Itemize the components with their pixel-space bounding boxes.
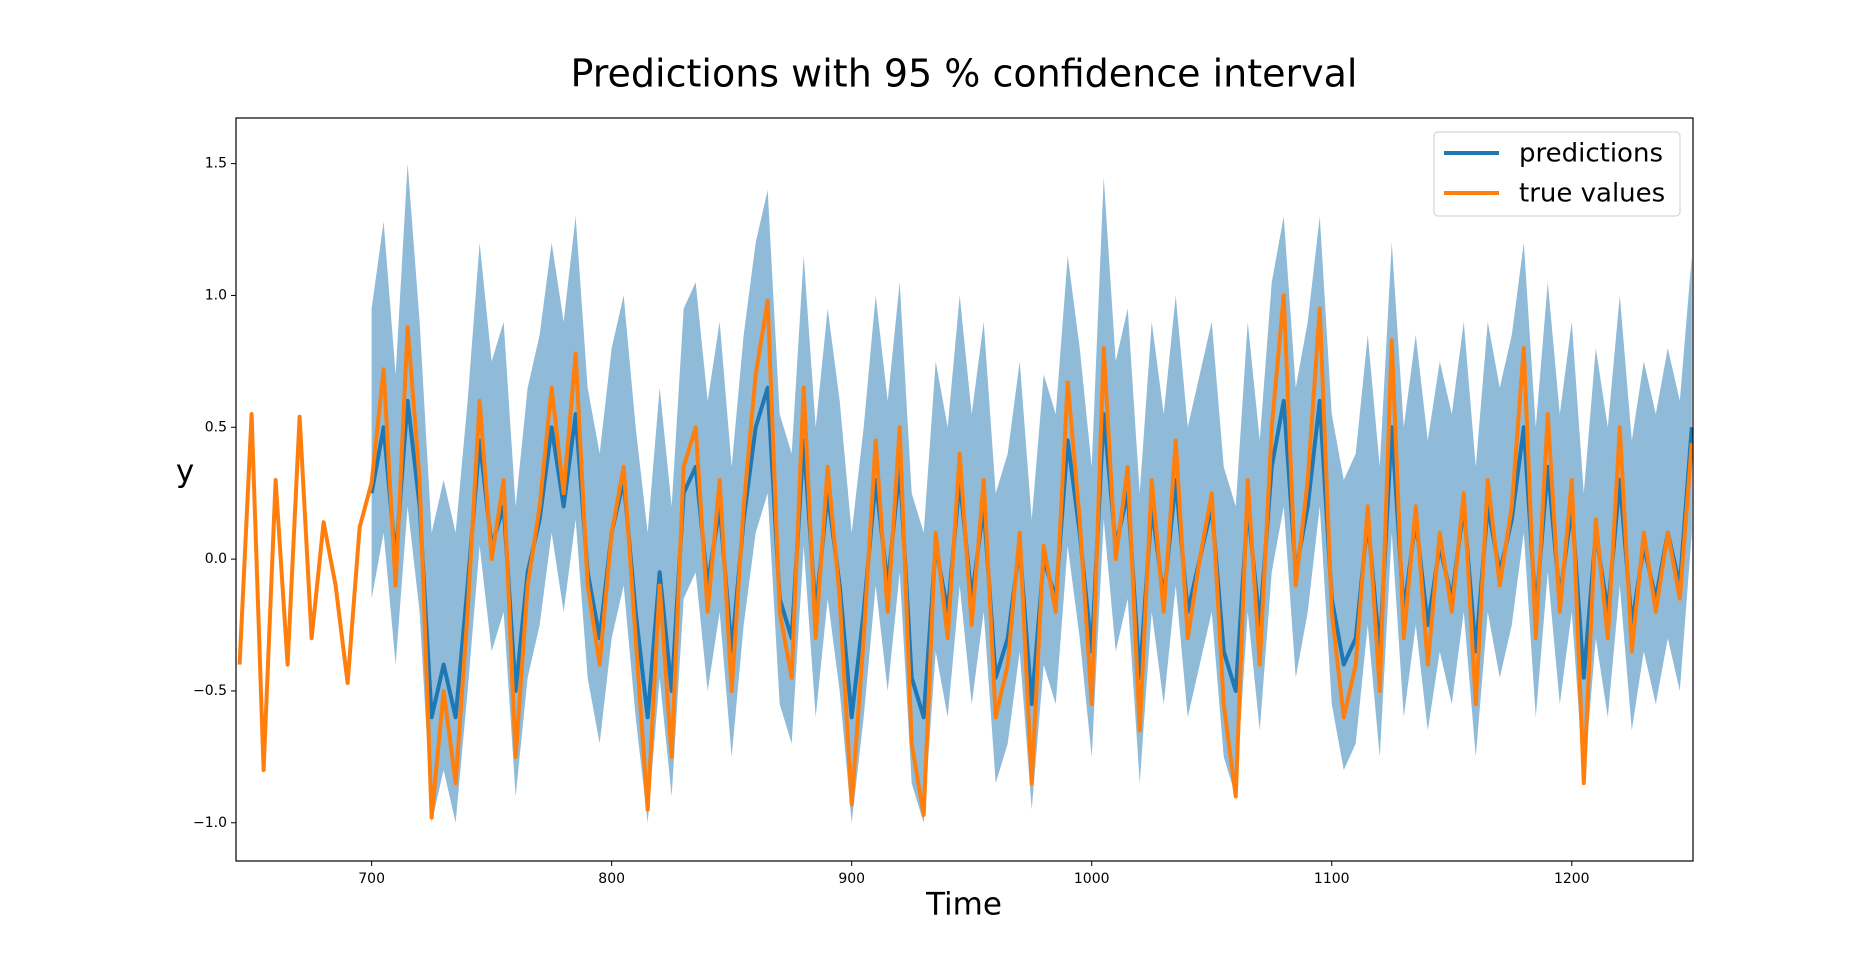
- y-tick-label: −0.5: [193, 683, 227, 699]
- y-tick-label: 0.0: [205, 551, 227, 567]
- y-tick-label: 1.5: [205, 156, 227, 172]
- legend-label: true values: [1519, 179, 1665, 209]
- y-tick-label: 0.5: [205, 419, 227, 435]
- y-axis-label: y: [176, 454, 194, 490]
- x-tick-label: 1100: [1314, 871, 1350, 887]
- x-tick-label: 1200: [1554, 871, 1590, 887]
- chart-title: Predictions with 95 % confidence interva…: [571, 52, 1358, 96]
- x-tick-label: 700: [358, 871, 385, 887]
- series-line: [237, 293, 1693, 820]
- x-tick-label: 900: [838, 871, 865, 887]
- y-tick-label: −1.0: [193, 815, 227, 831]
- y-tick-label: 1.0: [205, 287, 227, 303]
- legend-label: predictions: [1519, 139, 1663, 169]
- plot-frame: [235, 117, 1694, 862]
- x-tick-label: 800: [598, 871, 625, 887]
- x-axis-label: Time: [925, 887, 1002, 923]
- confidence-band: [371, 163, 1692, 823]
- x-tick-label: 1000: [1074, 871, 1110, 887]
- plot-area: [237, 163, 1693, 823]
